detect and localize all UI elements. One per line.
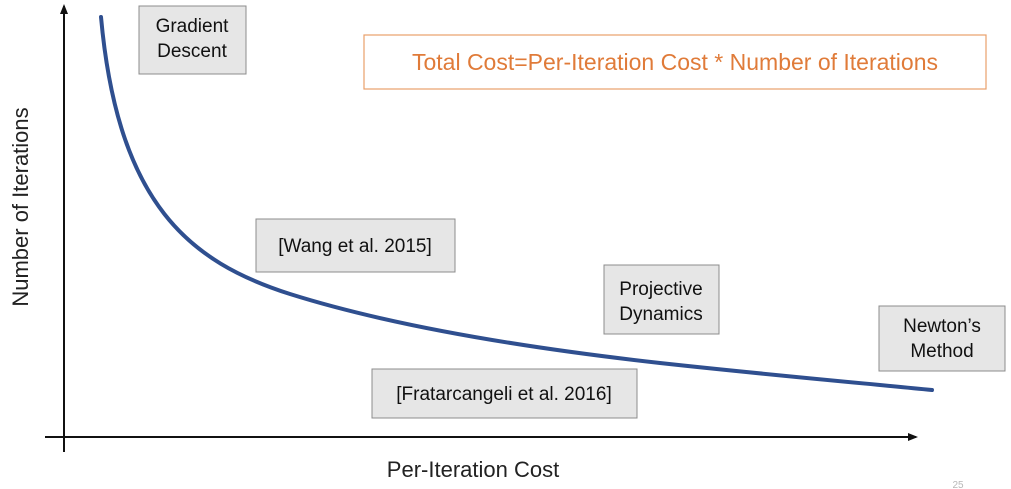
method-label-line: Descent — [157, 41, 227, 62]
method-label-line: Method — [910, 341, 973, 362]
method-label-line: Projective — [619, 279, 702, 300]
method-label-line: Newton’s — [903, 316, 981, 337]
method-box-wang-2015: [Wang et al. 2015] — [255, 218, 456, 273]
method-box-newtons-method: Newton’s Method — [878, 305, 1006, 372]
y-axis-label: Number of Iterations — [8, 107, 33, 306]
total-cost-formula-box: Total Cost=Per-Iteration Cost * Number o… — [363, 34, 987, 90]
total-cost-formula: Total Cost=Per-Iteration Cost * Number o… — [412, 49, 938, 75]
method-label-line: [Wang et al. 2015] — [278, 236, 432, 257]
method-label-line: [Fratarcangeli et al. 2016] — [396, 384, 611, 405]
method-box-gradient-descent: Gradient Descent — [138, 5, 247, 75]
page-number: 25 — [952, 480, 964, 489]
method-box-fratarcangeli-2016: [Fratarcangeli et al. 2016] — [371, 368, 638, 419]
method-box-projective-dynamics: Projective Dynamics — [603, 264, 720, 335]
x-axis-label: Per-Iteration Cost — [387, 457, 559, 482]
tradeoff-curve — [99, 15, 934, 392]
method-label-line: Gradient — [156, 16, 230, 37]
method-label-line: Dynamics — [619, 304, 702, 325]
